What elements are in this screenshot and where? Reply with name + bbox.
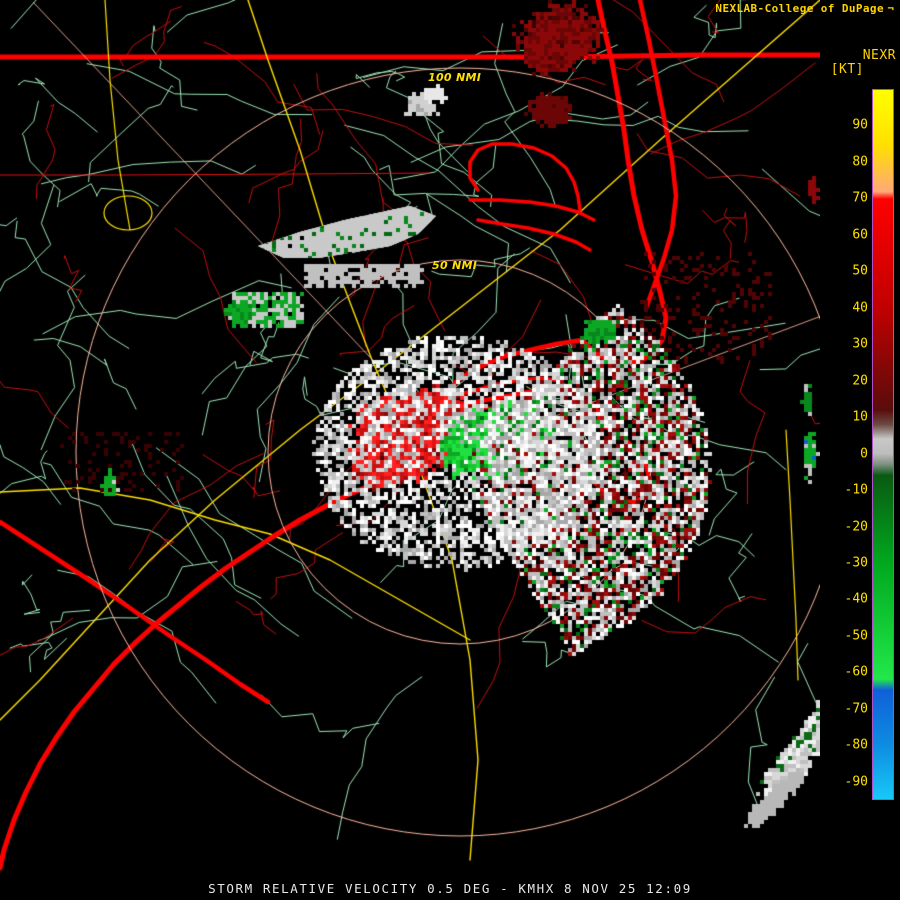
range-ring-label-50nmi: 50 NMI	[432, 259, 478, 272]
colorbar-tick-minus60: -60	[844, 664, 868, 680]
radar-image-canvas[interactable]	[0, 0, 820, 880]
colorbar-tick-70: 70	[852, 190, 868, 206]
colorbar-unit-label: [KT]	[830, 62, 864, 77]
colorbar-tick-minus90: -90	[844, 774, 868, 790]
colorbar-tick-40: 40	[852, 300, 868, 316]
colorbar-tick-minus30: -30	[844, 555, 868, 571]
provider-label: NEXLAB-College of DuPage	[715, 2, 884, 15]
colorbar-tick-0: 0	[860, 446, 868, 462]
provider-header: NEXLAB-College of DuPage ⌐	[715, 2, 894, 15]
colorbar-tick-minus70: -70	[844, 701, 868, 717]
radar-map-panel[interactable]: 100 NMI 50 NMI	[0, 0, 820, 880]
colorbar-gradient-fill	[873, 90, 893, 799]
colorbar-tick-minus40: -40	[844, 591, 868, 607]
colorbar-tick-minus80: -80	[844, 737, 868, 753]
colorbar-tick-50: 50	[852, 263, 868, 279]
colorbar-tick-minus10: -10	[844, 482, 868, 498]
product-caption: STORM RELATIVE VELOCITY 0.5 DEG - KMHX 8…	[208, 881, 692, 896]
colorbar-tick-10: 10	[852, 409, 868, 425]
colorbar-gradient	[872, 89, 894, 800]
colorbar-tick-90: 90	[852, 117, 868, 133]
colorbar-tick-minus50: -50	[844, 628, 868, 644]
colorbar-tick-80: 80	[852, 154, 868, 170]
colorbar-panel: NEXR [KT] 90 80 70 60 50 40 30 20 10 0 -10 -20 -30 -4…	[820, 0, 900, 880]
colorbar-title: NEXR	[862, 48, 896, 63]
colorbar-tick-20: 20	[852, 373, 868, 389]
colorbar-tick-minus20: -20	[844, 519, 868, 535]
colorbar-tick-60: 60	[852, 227, 868, 243]
range-ring-label-100nmi: 100 NMI	[428, 71, 482, 84]
colorbar-tick-30: 30	[852, 336, 868, 352]
